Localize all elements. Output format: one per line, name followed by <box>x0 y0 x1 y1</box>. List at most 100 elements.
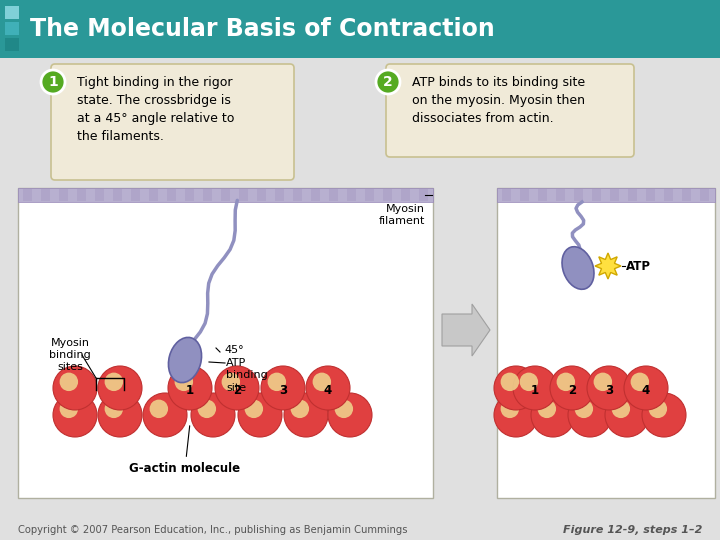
Text: 1: 1 <box>531 384 539 397</box>
Circle shape <box>520 373 538 391</box>
Bar <box>18 188 433 498</box>
Bar <box>383 189 392 201</box>
Circle shape <box>611 400 630 418</box>
Circle shape <box>500 400 519 418</box>
Text: 3: 3 <box>605 384 613 397</box>
Bar <box>365 189 374 201</box>
Circle shape <box>538 400 556 418</box>
Bar <box>293 189 302 201</box>
Text: Copyright © 2007 Pearson Education, Inc., publishing as Benjamin Cummings: Copyright © 2007 Pearson Education, Inc.… <box>18 525 408 535</box>
Circle shape <box>649 400 667 418</box>
Text: ATP
binding
site: ATP binding site <box>226 358 268 393</box>
Text: 45°: 45° <box>224 345 243 355</box>
Text: 2: 2 <box>233 384 241 397</box>
Circle shape <box>268 373 286 391</box>
Bar <box>646 189 655 201</box>
Bar <box>5 22 19 35</box>
Bar <box>628 189 637 201</box>
Bar <box>23 189 32 201</box>
Text: 2: 2 <box>383 75 393 89</box>
Bar <box>77 189 86 201</box>
Text: 4: 4 <box>324 384 332 397</box>
Circle shape <box>328 393 372 437</box>
Bar <box>0 58 720 540</box>
Bar <box>592 189 601 201</box>
Bar <box>239 189 248 201</box>
Text: 4: 4 <box>642 384 650 397</box>
Text: 1: 1 <box>186 384 194 397</box>
Bar <box>167 189 176 201</box>
Polygon shape <box>595 253 621 279</box>
Bar <box>520 189 529 201</box>
Circle shape <box>261 366 305 410</box>
Circle shape <box>587 366 631 410</box>
Bar <box>0 0 720 58</box>
Circle shape <box>642 393 686 437</box>
Bar <box>497 188 715 498</box>
Circle shape <box>605 393 649 437</box>
Circle shape <box>104 400 123 418</box>
FancyBboxPatch shape <box>51 64 294 180</box>
Bar <box>329 189 338 201</box>
Bar <box>275 189 284 201</box>
Circle shape <box>575 400 593 418</box>
Circle shape <box>197 400 216 418</box>
Bar <box>41 189 50 201</box>
Circle shape <box>494 366 538 410</box>
Text: Figure 12-9, steps 1–2: Figure 12-9, steps 1–2 <box>562 525 702 535</box>
Circle shape <box>191 393 235 437</box>
Circle shape <box>168 366 212 410</box>
Bar <box>257 189 266 201</box>
Circle shape <box>500 373 519 391</box>
Bar <box>610 189 619 201</box>
Bar <box>401 189 410 201</box>
Bar <box>59 189 68 201</box>
Bar <box>347 189 356 201</box>
Circle shape <box>631 373 649 391</box>
Circle shape <box>335 400 353 418</box>
Circle shape <box>376 70 400 94</box>
Bar <box>95 189 104 201</box>
Circle shape <box>624 366 668 410</box>
Circle shape <box>245 400 263 418</box>
Circle shape <box>291 400 309 418</box>
Bar <box>556 189 565 201</box>
Bar <box>5 6 19 19</box>
Bar <box>664 189 673 201</box>
Circle shape <box>53 366 97 410</box>
Circle shape <box>531 393 575 437</box>
Circle shape <box>53 393 97 437</box>
Bar <box>5 38 19 51</box>
Text: Myosin
binding
sites: Myosin binding sites <box>49 338 91 373</box>
Bar <box>185 189 194 201</box>
Bar <box>574 189 583 201</box>
Circle shape <box>60 400 78 418</box>
Circle shape <box>104 373 123 391</box>
Circle shape <box>41 70 65 94</box>
Bar <box>149 189 158 201</box>
Polygon shape <box>442 304 490 356</box>
Bar <box>311 189 320 201</box>
Bar <box>538 189 547 201</box>
Bar <box>700 189 709 201</box>
Ellipse shape <box>168 338 202 383</box>
Circle shape <box>550 366 594 410</box>
Circle shape <box>238 393 282 437</box>
Bar <box>682 189 691 201</box>
Bar <box>419 189 428 201</box>
Bar <box>18 188 433 202</box>
Circle shape <box>98 366 142 410</box>
Circle shape <box>513 366 557 410</box>
Circle shape <box>98 393 142 437</box>
Circle shape <box>312 373 331 391</box>
Ellipse shape <box>562 247 594 289</box>
Circle shape <box>557 373 575 391</box>
Circle shape <box>222 373 240 391</box>
Text: ATP binds to its binding site
on the myosin. Myosin then
dissociates from actin.: ATP binds to its binding site on the myo… <box>412 76 585 125</box>
Circle shape <box>306 366 350 410</box>
Text: ATP: ATP <box>626 260 651 273</box>
Bar <box>502 189 511 201</box>
Text: 1: 1 <box>48 75 58 89</box>
Text: 2: 2 <box>568 384 576 397</box>
Circle shape <box>215 366 259 410</box>
